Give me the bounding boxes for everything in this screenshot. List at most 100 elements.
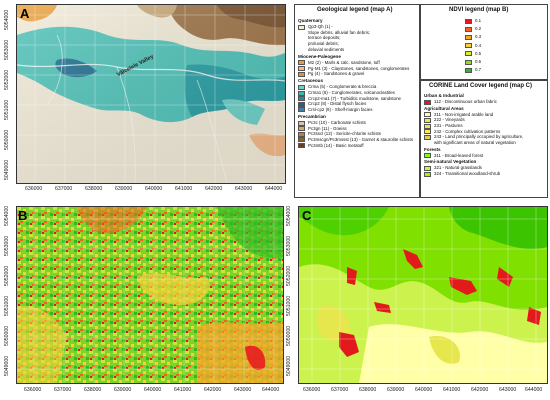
ndvi-legend-item-label: 0.7 — [475, 67, 482, 73]
ndvi-legend-item-label: 0.3 — [475, 34, 482, 40]
corine-section-heading: Forests — [424, 146, 441, 152]
x-tick: 637000 — [331, 387, 349, 393]
ndvi-legend-item-label: 0.4 — [475, 42, 482, 48]
ndvi-legend-box: NDVI legend (map B) 0.1 0.2 0.3 0.4 0.5 0.6 0.… — [420, 4, 548, 80]
geo-section-heading: Quaternary — [298, 18, 323, 23]
y-tick: 5050000 — [4, 129, 10, 150]
x-tick: 639000 — [387, 387, 405, 393]
corine-legend-item-swatch — [424, 99, 431, 105]
corine-legend-item-label: 243 - Land principally occupied by agric… — [434, 134, 524, 140]
x-tick: 641000 — [174, 387, 192, 393]
x-tick: 644000 — [265, 186, 283, 192]
corine-legend-item-swatch — [424, 153, 431, 159]
geo-legend-item-label: M2 (2) - Marls & calc. sandstone, tuff — [308, 59, 380, 65]
corine-legend-item-label: 324 - Transitional woodland-shrub — [434, 171, 501, 176]
ndvi-legend-item-label: 0.1 — [475, 18, 482, 23]
geo-legend-item-label: Pc3mscgn/Pc3mssst (13) - Garnet & stauro… — [308, 136, 413, 142]
y-tick: 5051000 — [4, 99, 10, 120]
map-b-grid — [17, 207, 283, 383]
urban-area-3 — [449, 277, 477, 295]
geo-section-heading: Precambrian — [298, 113, 326, 119]
map-a-geology-svg — [17, 5, 285, 183]
y-tick: 5053000 — [286, 235, 292, 256]
corine-legend-item-label: 112 - Discontinuous urban fabric — [434, 99, 497, 104]
y-tick: 5049000 — [4, 355, 10, 376]
geo-section-heading: Cretaceous — [298, 78, 324, 84]
x-tick: 644000 — [262, 387, 280, 393]
geo-legend-item-label: Pg-M1 (3) - Claystones, sandstones, cong… — [308, 65, 410, 71]
x-tick: 642000 — [471, 387, 489, 393]
map-b-ndvi-svg — [17, 207, 283, 383]
x-tick: 642000 — [205, 186, 223, 192]
x-tick: 639000 — [115, 186, 133, 192]
woodland-area-2 — [449, 207, 547, 250]
geo-legend-item-swatch — [298, 120, 305, 126]
y-tick: 5053000 — [4, 39, 10, 60]
y-tick: 5052000 — [4, 265, 10, 286]
geo-legend-item-swatch — [298, 24, 305, 30]
ndvi-legend-item-swatch — [465, 51, 472, 57]
x-tick: 636000 — [303, 387, 321, 393]
geo-legend-item-label: Crma (5) - Conglomerate & breccia — [308, 84, 377, 90]
geo-legend-item-swatch — [298, 60, 305, 66]
map-c-panel: C 5049000 5050000 5051000 5052000 505300… — [282, 200, 550, 400]
y-tick: 5049000 — [4, 159, 10, 180]
x-tick: 640000 — [145, 186, 163, 192]
x-tick: 640000 — [144, 387, 162, 393]
corine-section-heading: Urban & Industrial — [424, 93, 464, 98]
geo-legend-item-label: Crcp2 (8) - Distal flysch facies — [308, 101, 367, 107]
x-tick: 636000 — [25, 186, 43, 192]
urban-area — [403, 249, 423, 269]
map-a-frame: Vâlcelele Valley — [16, 4, 286, 184]
corine-legend-item-label: 231 - Pastures — [434, 123, 463, 128]
corine-legend-item-label: 222 - Vineyards — [434, 117, 465, 123]
ndvi-low-patch-3 — [77, 207, 147, 234]
x-tick: 640000 — [415, 387, 433, 393]
ndvi-legend-item-swatch — [465, 67, 472, 73]
map-c-landcover-svg — [299, 207, 547, 383]
y-tick: 5050000 — [286, 325, 292, 346]
map-c-frame — [298, 206, 548, 384]
geo-legend-item-swatch — [298, 66, 305, 71]
y-tick: 5054000 — [4, 205, 10, 226]
x-tick: 643000 — [234, 387, 252, 393]
urban-area-7 — [374, 302, 391, 313]
ndvi-low-patch-2 — [17, 306, 67, 383]
panel-letter-b: B — [18, 208, 28, 223]
x-tick: 638000 — [359, 387, 377, 393]
ndvi-legend-item-label: 0.5 — [475, 50, 482, 56]
corine-legend-item-label: 311 - Broad-leaved forest — [434, 152, 484, 158]
x-tick: 637000 — [55, 186, 73, 192]
ndvi-legend-item-label: 0.6 — [475, 59, 482, 64]
geo-legend-box: Geological legend (map A) Quaternary Qp3-… — [294, 4, 420, 198]
y-tick: 5050000 — [4, 325, 10, 346]
geo-legend-item-label: terrace deposits; — [308, 35, 341, 41]
geo-legend-item-label: Crsl-cp2 (9) - Shelf-margin facies — [308, 106, 373, 112]
geo-legend-item-label: Pc3gn (11) - Gneiss — [308, 125, 347, 131]
geo-legend-item-label: Pc3sscl (12) - Sericite-chlorite schists — [308, 131, 381, 137]
corine-legend-item-swatch — [424, 171, 431, 177]
y-tick: 5052000 — [4, 69, 10, 90]
map-b-panel: B 5049000 5050000 5051000 5052000 505300… — [0, 200, 285, 400]
ndvi-low-patch — [197, 322, 283, 383]
geo-legend-item-swatch — [298, 143, 305, 148]
panel-letter-c: C — [302, 208, 312, 223]
ndvi-legend-item-swatch — [465, 26, 472, 32]
corine-legend-item-label: 242 - Complex cultivation patterns — [434, 128, 501, 134]
geo-legend-item-swatch — [298, 90, 305, 96]
geo-legend-item-swatch — [298, 71, 305, 77]
corine-section-heading: Semi-natural Vegetation — [424, 159, 477, 165]
x-tick: 636000 — [24, 387, 42, 393]
x-tick: 638000 — [84, 387, 102, 393]
woodland-area — [299, 207, 389, 236]
ndvi-legend-item-swatch — [465, 18, 472, 24]
x-tick: 641000 — [175, 186, 193, 192]
corine-legend-item-swatch — [424, 123, 431, 129]
geo-legend-item-swatch — [298, 107, 305, 113]
x-tick: 643000 — [235, 186, 253, 192]
map-b-frame — [16, 206, 284, 384]
y-tick: 5053000 — [4, 235, 10, 256]
geo-legend-item-swatch — [298, 137, 305, 143]
x-tick: 642000 — [204, 387, 222, 393]
y-tick: 5054000 — [4, 9, 10, 30]
